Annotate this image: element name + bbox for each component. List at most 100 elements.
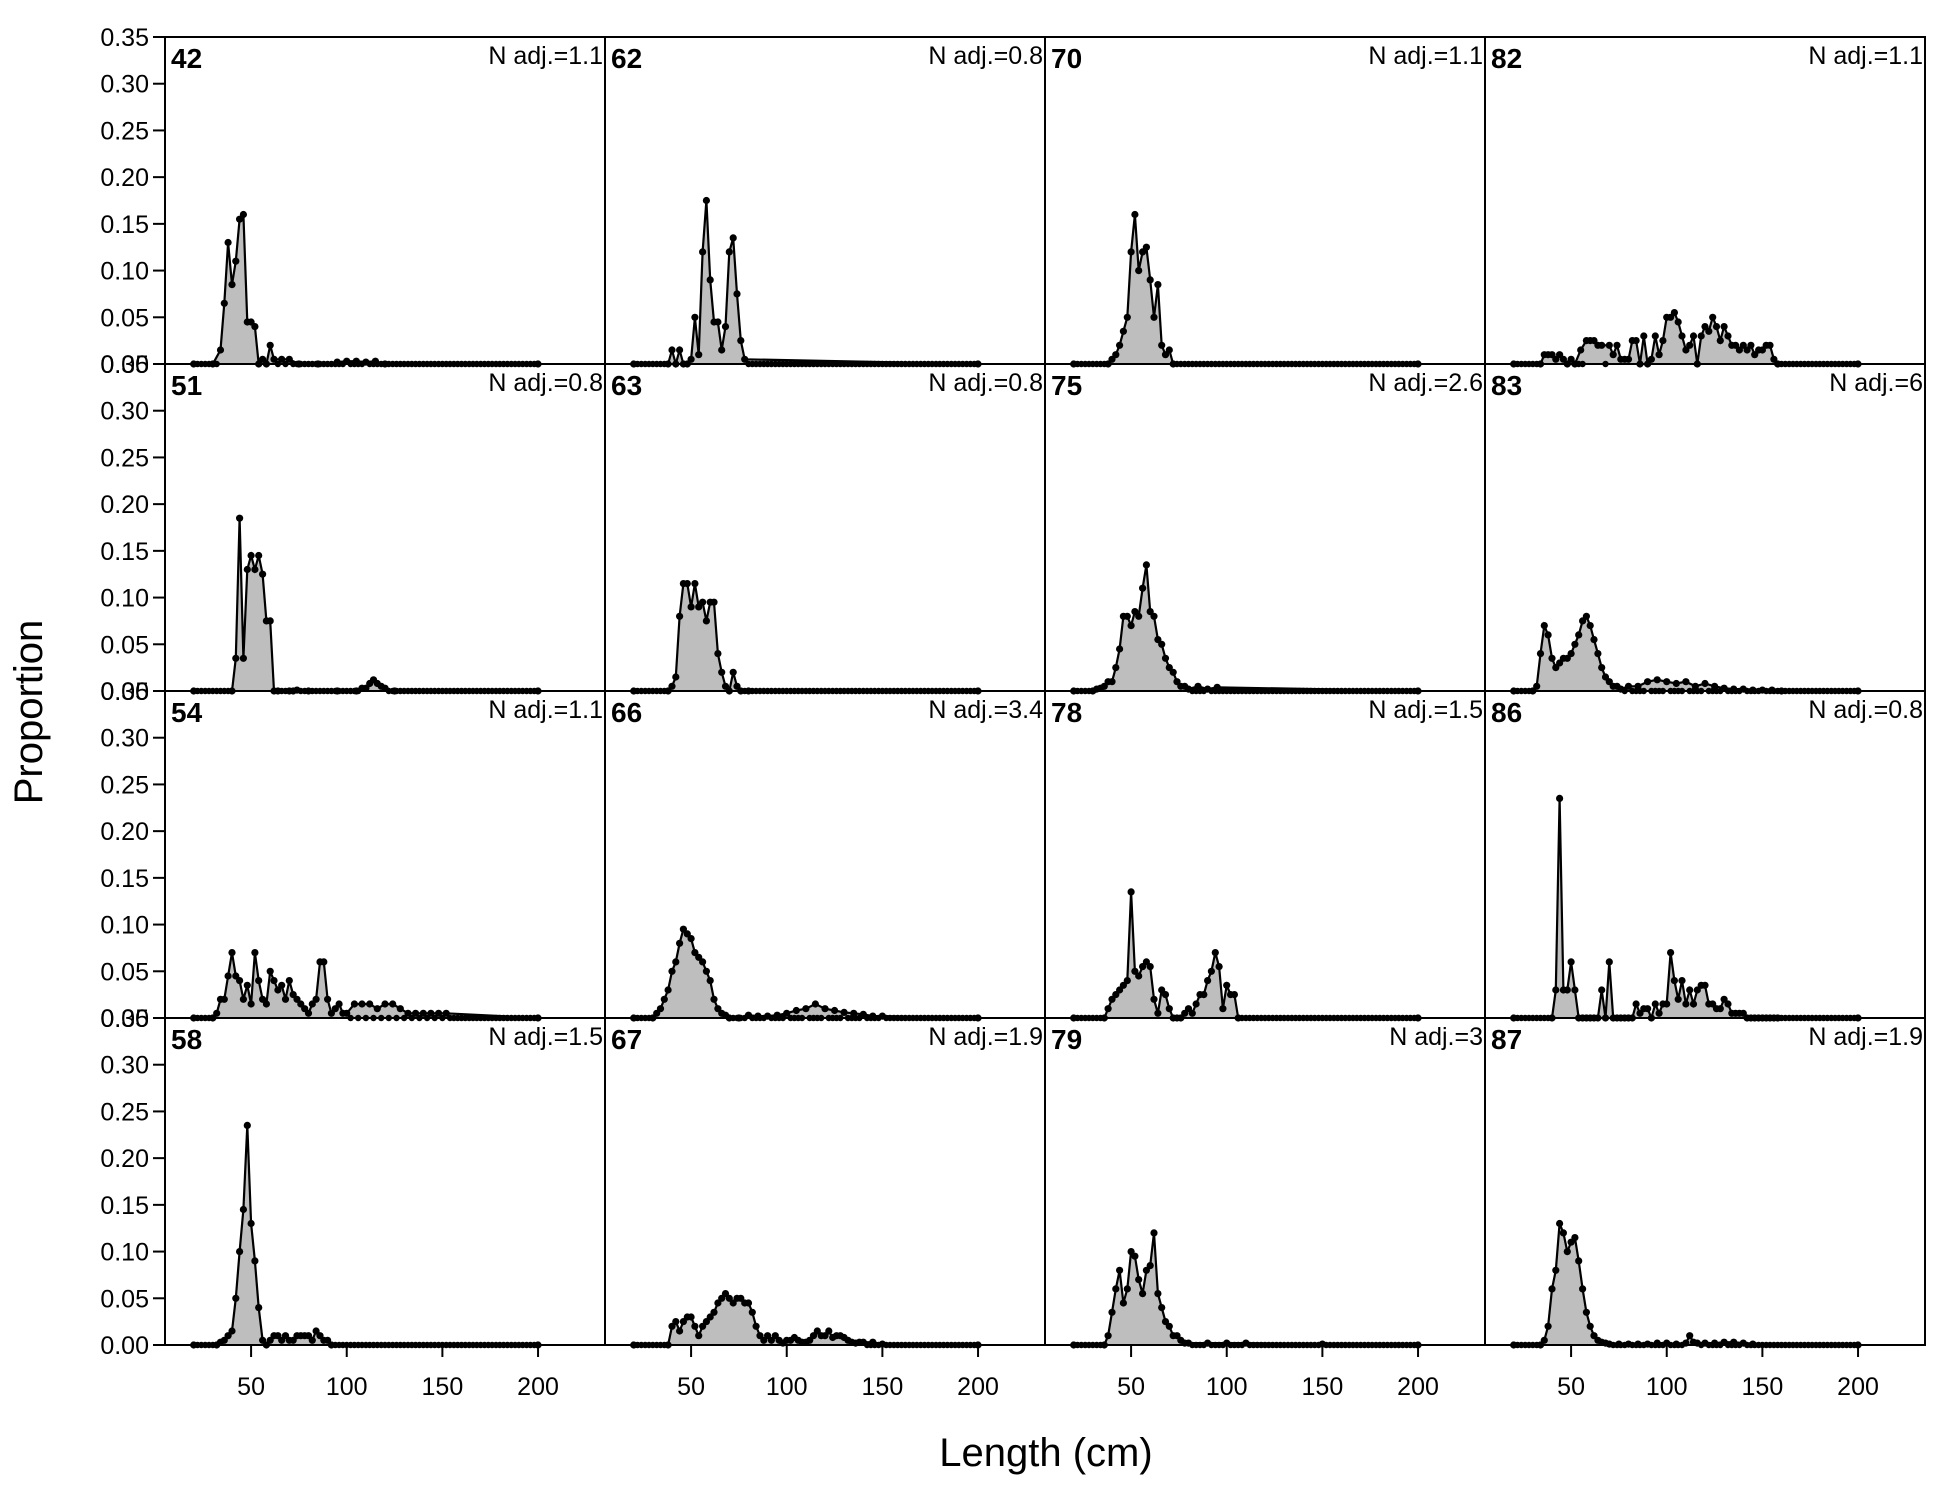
y-tick-label: 0.05 — [100, 631, 149, 659]
data-point — [1571, 1234, 1579, 1242]
data-point — [821, 1005, 829, 1013]
data-point — [236, 977, 244, 985]
panel-n-adj: N adj.=2.6 — [1368, 369, 1483, 397]
panel-label: 54 — [171, 697, 203, 728]
data-point — [1123, 612, 1131, 620]
y-tick-label: 0.00 — [100, 678, 149, 706]
panel-label: 70 — [1051, 43, 1082, 74]
data-point — [744, 1299, 753, 1307]
data-point — [239, 654, 247, 662]
data-point — [840, 1008, 848, 1017]
panel-label: 66 — [611, 697, 642, 728]
data-point — [1632, 1000, 1640, 1008]
data-point — [1139, 584, 1147, 592]
y-tick-label: 0.20 — [100, 164, 149, 192]
data-point — [404, 1009, 412, 1017]
data-point — [691, 1322, 699, 1330]
data-point — [672, 958, 680, 966]
panel-n-adj: N adj.=0.8 — [488, 369, 603, 397]
data-point — [1548, 654, 1556, 662]
data-point — [687, 935, 695, 943]
y-tick-label: 0.35 — [100, 678, 149, 706]
data-points — [630, 196, 982, 368]
series-area — [1073, 564, 1418, 691]
panel-label: 82 — [1491, 43, 1522, 74]
data-point — [1563, 986, 1571, 994]
x-axis-title: Length (cm) — [939, 1431, 1152, 1475]
panel-n-adj: N adj.=1.1 — [488, 42, 603, 70]
data-point — [1223, 981, 1231, 989]
data-point — [831, 1006, 839, 1015]
panel-42: 42 N adj.=1.1 0.00 0.05 0.10 0.15 0.20 0.25 0.30… — [100, 24, 606, 379]
panel-frame — [604, 36, 1046, 365]
panel-frame — [1044, 1017, 1486, 1346]
data-point — [1663, 678, 1671, 686]
y-axis-title: Proportion — [7, 620, 51, 805]
data-point — [729, 234, 737, 242]
series-area — [193, 952, 538, 1018]
data-point — [213, 1009, 221, 1017]
data-point — [783, 1009, 791, 1017]
data-point — [1689, 1000, 1698, 1008]
panel-grid: 42 N adj.=1.1 0.00 0.05 0.10 0.15 0.20 0.25 0.30… — [100, 24, 1926, 1401]
data-point — [702, 617, 711, 625]
data-point — [220, 299, 228, 307]
panel-n-adj: N adj.=1.9 — [1808, 1023, 1923, 1051]
data-points — [190, 210, 542, 368]
data-point — [396, 1005, 404, 1013]
data-point — [714, 318, 722, 326]
data-point — [699, 248, 707, 256]
data-point — [1116, 341, 1124, 349]
data-point — [1150, 612, 1158, 620]
panel-label: 58 — [171, 1024, 202, 1055]
panel-83: 83 N adj.=6 — [1484, 363, 1926, 695]
data-point — [1165, 1005, 1173, 1013]
data-point — [1215, 963, 1223, 971]
data-point — [247, 1219, 255, 1228]
data-point — [1552, 986, 1560, 994]
panel-label: 63 — [611, 370, 642, 401]
panel-frame — [1044, 690, 1486, 1019]
data-point — [1598, 341, 1606, 349]
panel-label: 51 — [171, 370, 202, 401]
x-tick-label: 150 — [422, 1373, 464, 1401]
data-point — [278, 355, 286, 363]
data-point — [1544, 631, 1552, 639]
data-point — [668, 346, 676, 354]
data-point — [1158, 341, 1166, 349]
series-area — [633, 929, 978, 1018]
data-point — [1720, 323, 1728, 331]
data-point — [1575, 1257, 1583, 1265]
data-point — [1165, 1322, 1173, 1330]
data-point — [1548, 1285, 1556, 1293]
data-point — [1536, 650, 1545, 658]
series-area — [1513, 1223, 1858, 1345]
data-point — [1567, 958, 1575, 966]
data-point — [285, 355, 293, 363]
data-point — [1158, 1304, 1166, 1312]
data-point — [1686, 341, 1694, 349]
data-point — [1682, 678, 1690, 686]
data-point — [1544, 1322, 1552, 1330]
data-point — [672, 673, 680, 681]
data-points — [190, 514, 542, 695]
series-area — [1073, 214, 1418, 364]
panel-label: 62 — [611, 43, 642, 74]
series-area — [1073, 891, 1418, 1018]
data-point — [1609, 351, 1617, 359]
data-point — [710, 1308, 718, 1316]
data-point — [350, 1000, 358, 1008]
data-point — [1766, 341, 1774, 349]
x-tick-label: 200 — [957, 1373, 999, 1401]
data-point — [792, 1006, 800, 1015]
panel-n-adj: N adj.=1.1 — [1368, 42, 1483, 70]
panel-75: 75 N adj.=2.6 — [1044, 363, 1486, 695]
data-point — [1150, 1229, 1158, 1237]
x-tick-label: 100 — [1646, 1373, 1688, 1401]
data-point — [1142, 243, 1150, 251]
data-point — [1674, 318, 1682, 326]
data-point — [266, 341, 274, 349]
data-point — [320, 958, 328, 966]
data-point — [676, 612, 684, 620]
y-tick-label: 0.25 — [100, 1098, 149, 1126]
